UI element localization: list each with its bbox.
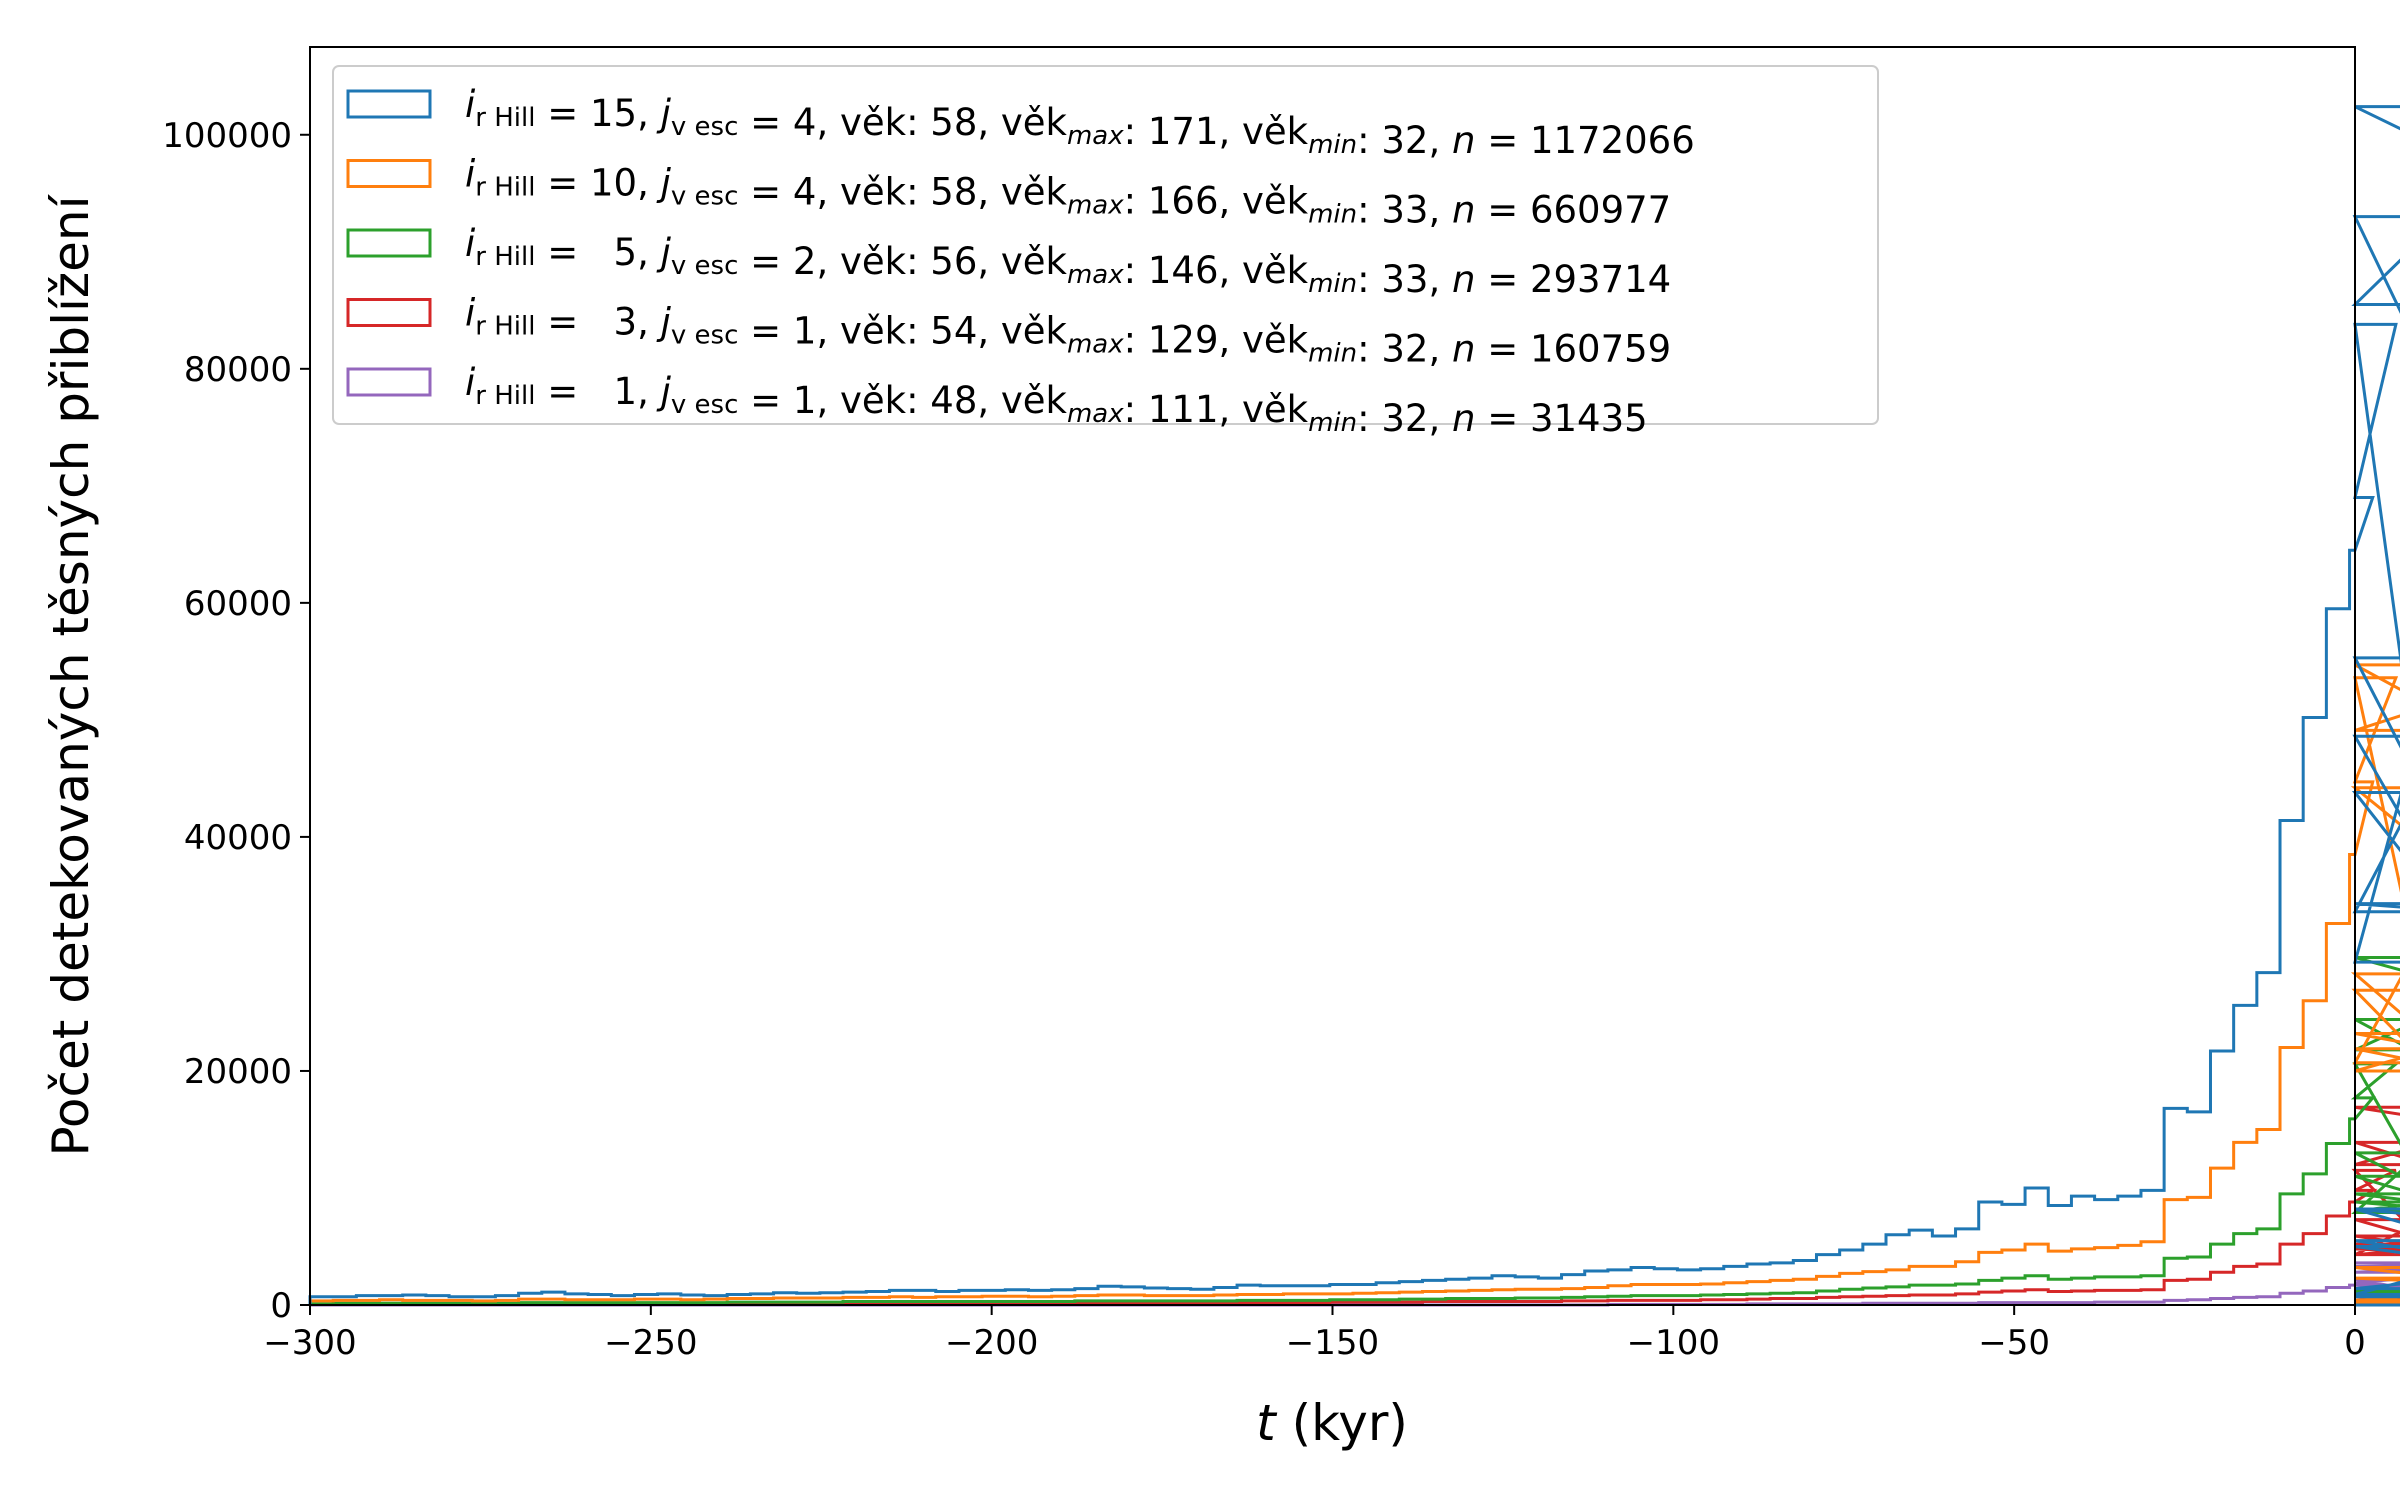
legend-entries: ir Hill = 15, jv esc = 4, věk: 58, věkma… — [346, 83, 1695, 440]
legend-swatch — [346, 89, 432, 119]
legend-swatch — [346, 367, 432, 397]
legend-label: ir Hill = 5, jv esc = 2, věk: 56, věkmax… — [465, 222, 1671, 301]
x-tick-label: −100 — [1627, 1323, 1720, 1363]
y-tick-label: 20000 — [184, 1052, 292, 1092]
legend-label: ir Hill = 15, jv esc = 4, věk: 58, věkma… — [465, 83, 1695, 162]
series-1-histogram — [308, 105, 2400, 1307]
x-tick-label: 0 — [2344, 1323, 2366, 1363]
y-tick-label: 80000 — [184, 350, 292, 390]
series-3-histogram — [308, 955, 2400, 1307]
x-axis-label: t (kyr) — [1256, 1394, 1408, 1452]
x-tick-label: −150 — [1286, 1323, 1379, 1363]
y-tick-label: 0 — [270, 1286, 292, 1326]
y-axis-ticks: 0 20000 40000 60000 80000 100000 — [162, 116, 310, 1326]
legend-swatch — [346, 298, 432, 327]
y-tick-label: 60000 — [184, 584, 292, 624]
x-tick-label: −250 — [604, 1323, 697, 1363]
x-tick-label: −300 — [263, 1323, 356, 1363]
legend-label: ir Hill = 1, jv esc = 1, věk: 48, věkmax… — [465, 361, 1648, 440]
legend: ir Hill = 15, jv esc = 4, věk: 58, věkma… — [332, 65, 1879, 440]
legend-label: ir Hill = 10, jv esc = 4, věk: 58, věkma… — [465, 153, 1671, 232]
legend-box — [332, 65, 1879, 425]
legend-swatch — [346, 228, 432, 258]
y-axis-label: Počet detekovaných těsných přiblížení — [42, 193, 100, 1156]
legend-swatch — [346, 159, 432, 188]
x-axis-ticks: −300 −250 −200 −150 −100 −50 0 — [263, 1305, 2366, 1363]
legend-label: ir Hill = 3, jv esc = 1, věk: 54, věkmax… — [465, 292, 1671, 371]
x-tick-label: −50 — [1978, 1323, 2050, 1363]
series-2-histogram — [308, 663, 2400, 1307]
y-tick-label: 40000 — [184, 818, 292, 858]
x-tick-label: −200 — [945, 1323, 1038, 1363]
y-tick-label: 100000 — [162, 116, 292, 156]
series-4-histogram — [308, 1105, 2400, 1307]
